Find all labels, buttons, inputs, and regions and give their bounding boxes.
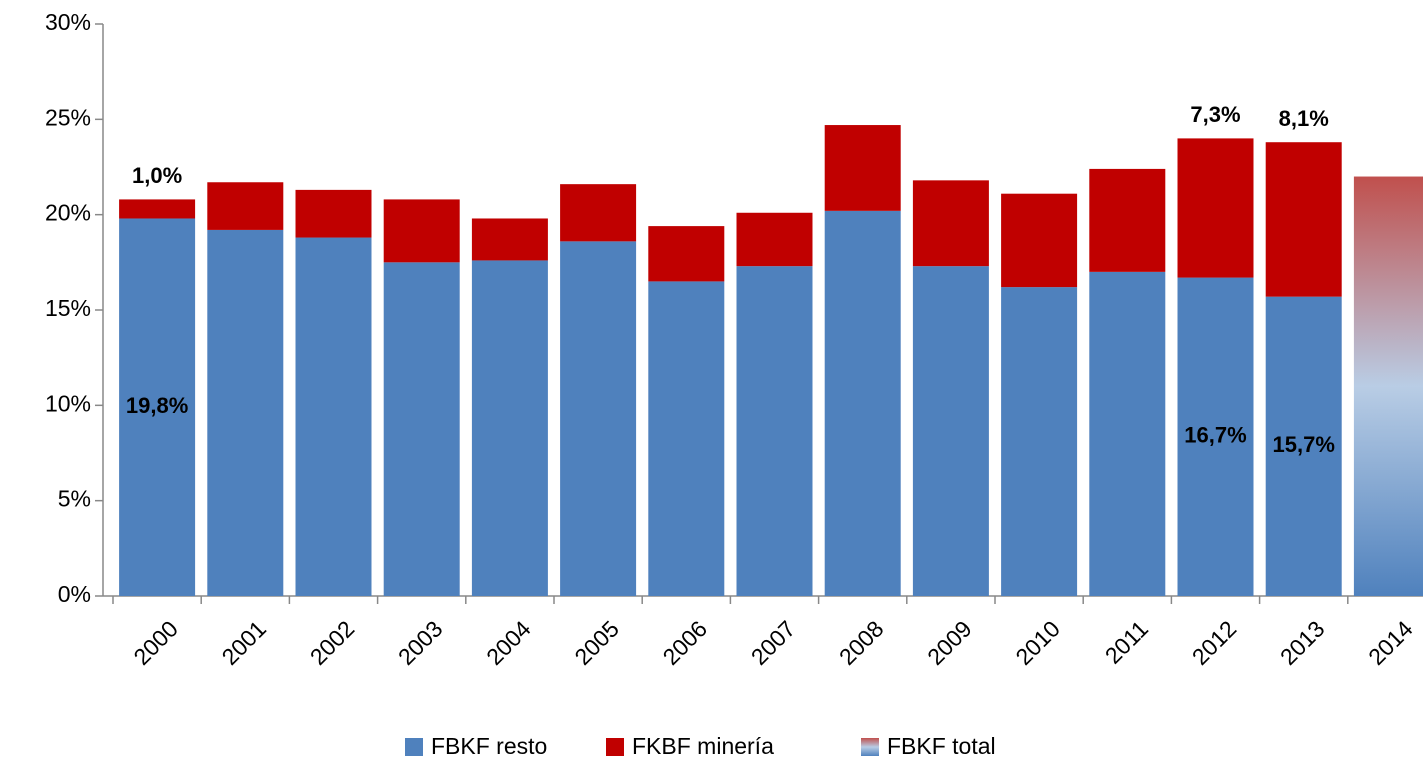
x-tick-label: 2001 <box>217 615 272 670</box>
bar-segment <box>1089 168 1166 272</box>
bar-segment <box>736 266 813 596</box>
x-tick-label: 2006 <box>658 615 713 670</box>
bar-segment <box>824 125 901 211</box>
x-tick-label: 2000 <box>128 615 183 670</box>
legend-swatch <box>405 738 423 756</box>
x-tick-label: 2008 <box>834 615 889 670</box>
bar-segment <box>1001 287 1078 596</box>
legend-label: FBKF total <box>887 733 996 759</box>
y-tick-label: 5% <box>58 486 91 512</box>
bar-segment <box>119 218 196 597</box>
legend-swatch <box>606 738 624 756</box>
bar-segment <box>383 199 460 263</box>
bar-segment <box>1089 271 1166 596</box>
x-tick-label: 2004 <box>481 615 536 670</box>
bar-segment <box>207 229 284 597</box>
value-label: 16,7% <box>1184 423 1246 448</box>
y-tick-label: 30% <box>45 9 91 35</box>
value-label: 8,1% <box>1279 106 1329 131</box>
legend-label: FKBF minería <box>632 733 774 759</box>
x-tick-label: 2010 <box>1010 615 1065 670</box>
bar-segment <box>560 184 637 242</box>
bar-segment <box>912 266 989 596</box>
bar-segment <box>471 260 548 596</box>
x-tick-label: 2011 <box>1100 615 1153 668</box>
bars <box>119 125 1423 597</box>
value-label: 19,8% <box>126 393 188 418</box>
y-tick-label: 10% <box>45 390 91 416</box>
x-tick-label: 2005 <box>569 615 624 670</box>
bar-segment <box>207 182 284 230</box>
bar-segment <box>1265 142 1342 297</box>
x-tick-label: 2012 <box>1187 615 1242 670</box>
value-label: 1,0% <box>132 163 182 188</box>
bar-segment <box>648 281 725 596</box>
bar-segment <box>824 210 901 596</box>
legend-label: FBKF resto <box>431 733 547 759</box>
legend-swatch <box>861 738 879 756</box>
y-tick-label: 25% <box>45 104 91 130</box>
bar-segment <box>1177 138 1254 278</box>
bar-segment <box>295 237 372 596</box>
bar-segment <box>119 199 196 219</box>
bar-segment <box>383 262 460 596</box>
bar-segment <box>295 189 372 238</box>
x-tick-label: 2009 <box>922 615 977 670</box>
x-tick-label: 2003 <box>393 615 448 670</box>
bar-segment <box>1001 193 1078 288</box>
bar-segment <box>648 226 725 282</box>
bar-segment <box>471 218 548 261</box>
y-tick-label: 15% <box>45 295 91 321</box>
x-tick-label: 2013 <box>1275 615 1330 670</box>
y-tick-label: 0% <box>58 581 91 607</box>
x-tick-label: 2014 <box>1363 615 1418 670</box>
value-label: 7,3% <box>1190 102 1240 127</box>
bar-segment <box>560 241 637 597</box>
bar-segment <box>1265 296 1342 596</box>
bar-segment <box>1177 277 1254 596</box>
value-label: 15,7% <box>1273 432 1335 457</box>
bar-segment <box>736 212 813 267</box>
bar-segment <box>912 180 989 267</box>
x-tick-label: 2007 <box>746 615 801 670</box>
bar-segment <box>1353 176 1423 597</box>
y-tick-label: 20% <box>45 200 91 226</box>
x-tick-label: 2002 <box>305 615 360 670</box>
